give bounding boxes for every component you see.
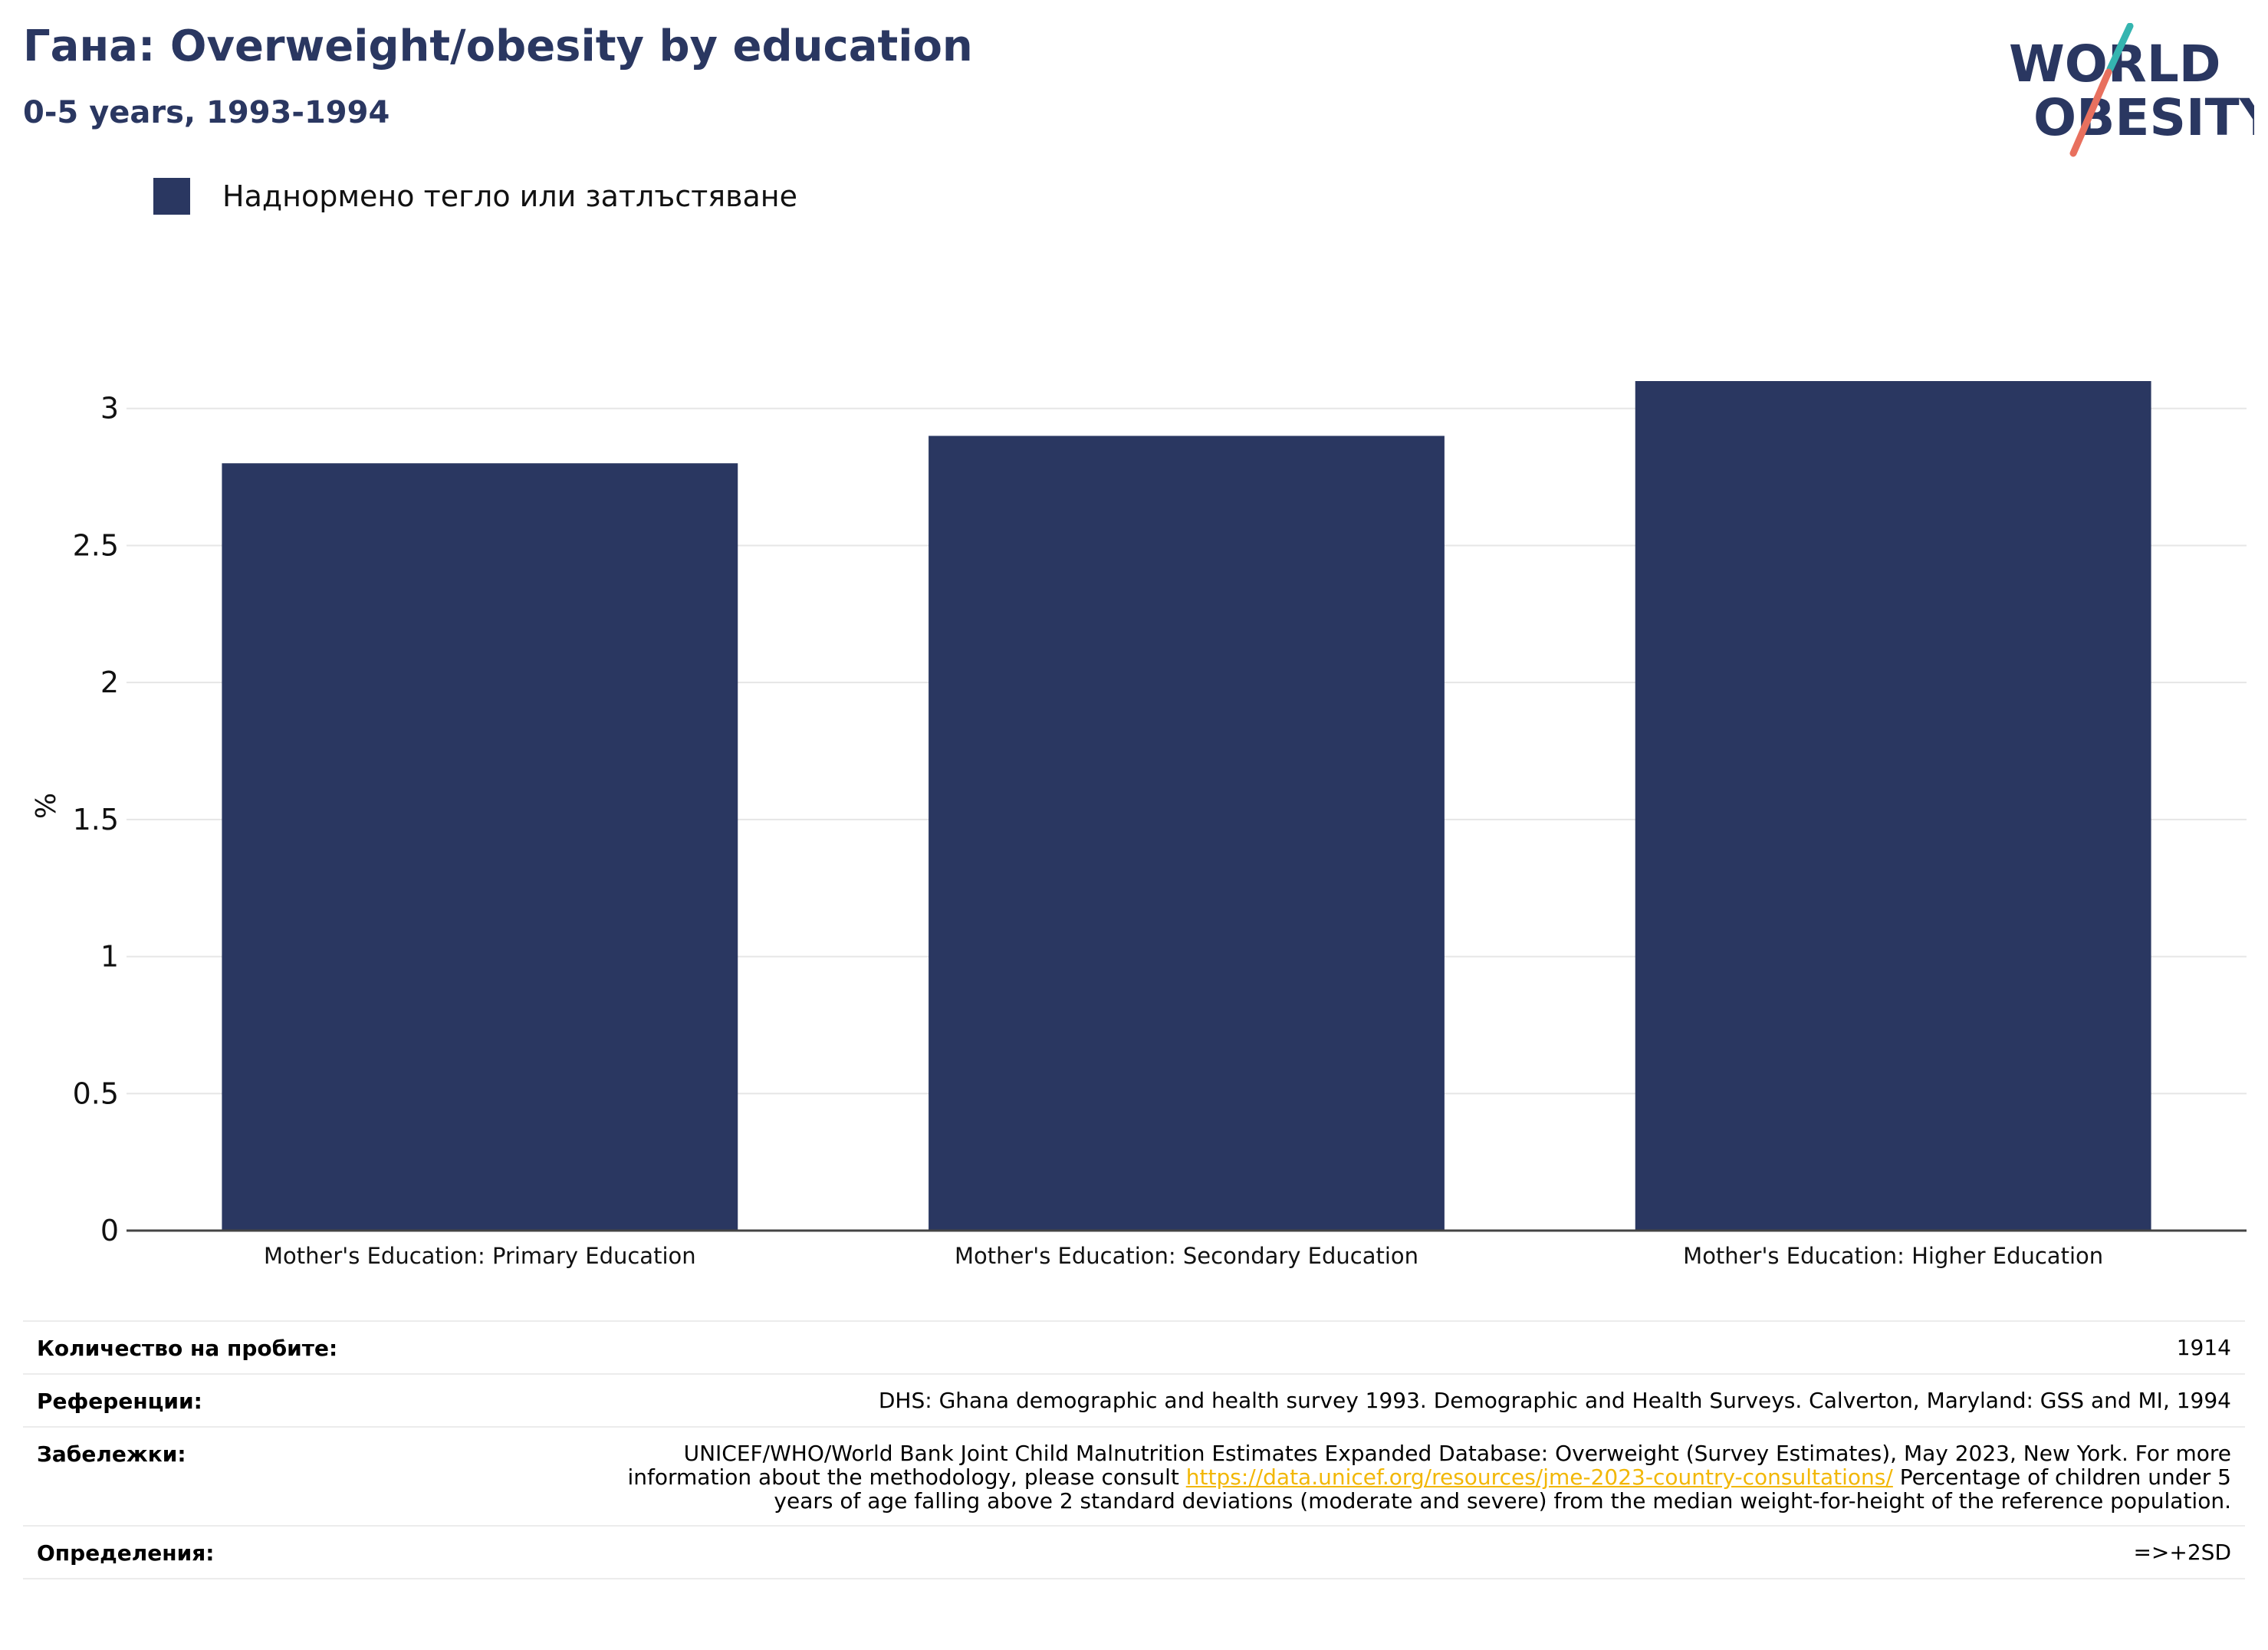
notes-row-references: Референции: DHS: Ghana demographic and h… xyxy=(23,1373,2245,1426)
notes-table: Количество на пробите: 1914 Референции: … xyxy=(23,1320,2245,1579)
legend-label: Наднормено тегло или затлъстяване xyxy=(222,179,797,213)
legend-swatch xyxy=(153,178,190,215)
logo-slash-teal xyxy=(2106,23,2134,73)
methodology-link[interactable]: https://data.unicef.org/resources/jme-20… xyxy=(1185,1464,1893,1490)
bars xyxy=(222,381,2151,1231)
definitions-value: =>+2SD xyxy=(2133,1540,2231,1565)
bar-chart: 0 0.5 1 1.5 2 2.5 3 Mother's Education: Primar… xyxy=(31,381,2247,1269)
world-obesity-logo: WORLD OBESITY xyxy=(2009,23,2254,157)
remarks-label: Забележки: xyxy=(37,1441,186,1467)
bar xyxy=(1635,381,2151,1231)
y-tick-label: 1.5 xyxy=(73,803,119,837)
y-tick-label: 3 xyxy=(100,392,119,426)
sample-size-label: Количество на пробите: xyxy=(37,1336,338,1361)
notes-row-definitions: Определения: =>+2SD xyxy=(23,1525,2245,1579)
chart-title: Гана: Overweight/obesity by education xyxy=(23,21,973,71)
y-tick-label: 2 xyxy=(100,666,119,699)
logo-word-obesity: OBESITY xyxy=(2033,88,2254,147)
chart-subtitle: 0-5 years, 1993-1994 xyxy=(23,95,390,130)
notes-row-remarks: Забележки: UNICEF/WHO/World Bank Joint C… xyxy=(23,1426,2245,1525)
chart-legend: Наднормено тегло или затлъстяване xyxy=(153,178,797,215)
remarks-value: UNICEF/WHO/World Bank Joint Child Malnut… xyxy=(598,1441,2232,1514)
definitions-label: Определения: xyxy=(37,1540,215,1566)
logo-slash-red xyxy=(2069,68,2112,157)
bar xyxy=(929,436,1445,1231)
notes-row-sample-size: Количество на пробите: 1914 xyxy=(23,1320,2245,1373)
x-tick-label: Mother's Education: Secondary Education xyxy=(955,1243,1418,1269)
x-tick-labels: Mother's Education: Primary Education Mot… xyxy=(264,1243,2103,1269)
sample-size-value: 1914 xyxy=(2176,1335,2231,1360)
references-label: Референции: xyxy=(37,1389,202,1414)
remarks-text-after: Percentage of children under 5 years of … xyxy=(774,1464,2231,1514)
y-tick-label: 0.5 xyxy=(73,1076,119,1110)
references-value: DHS: Ghana demographic and health survey… xyxy=(878,1388,2231,1413)
remarks-text-before: UNICEF/WHO/World Bank Joint Child Malnut… xyxy=(627,1441,2232,1490)
y-axis-label: % xyxy=(31,793,62,819)
y-tick-label: 2.5 xyxy=(73,528,119,562)
y-tick-label: 0 xyxy=(100,1214,119,1247)
y-tick-label: 1 xyxy=(100,940,119,974)
y-tick-labels: 0 0.5 1 1.5 2 2.5 3 xyxy=(73,392,119,1247)
x-tick-label: Mother's Education: Higher Education xyxy=(1683,1243,2103,1269)
x-tick-label: Mother's Education: Primary Education xyxy=(264,1243,696,1269)
bar xyxy=(222,463,738,1231)
